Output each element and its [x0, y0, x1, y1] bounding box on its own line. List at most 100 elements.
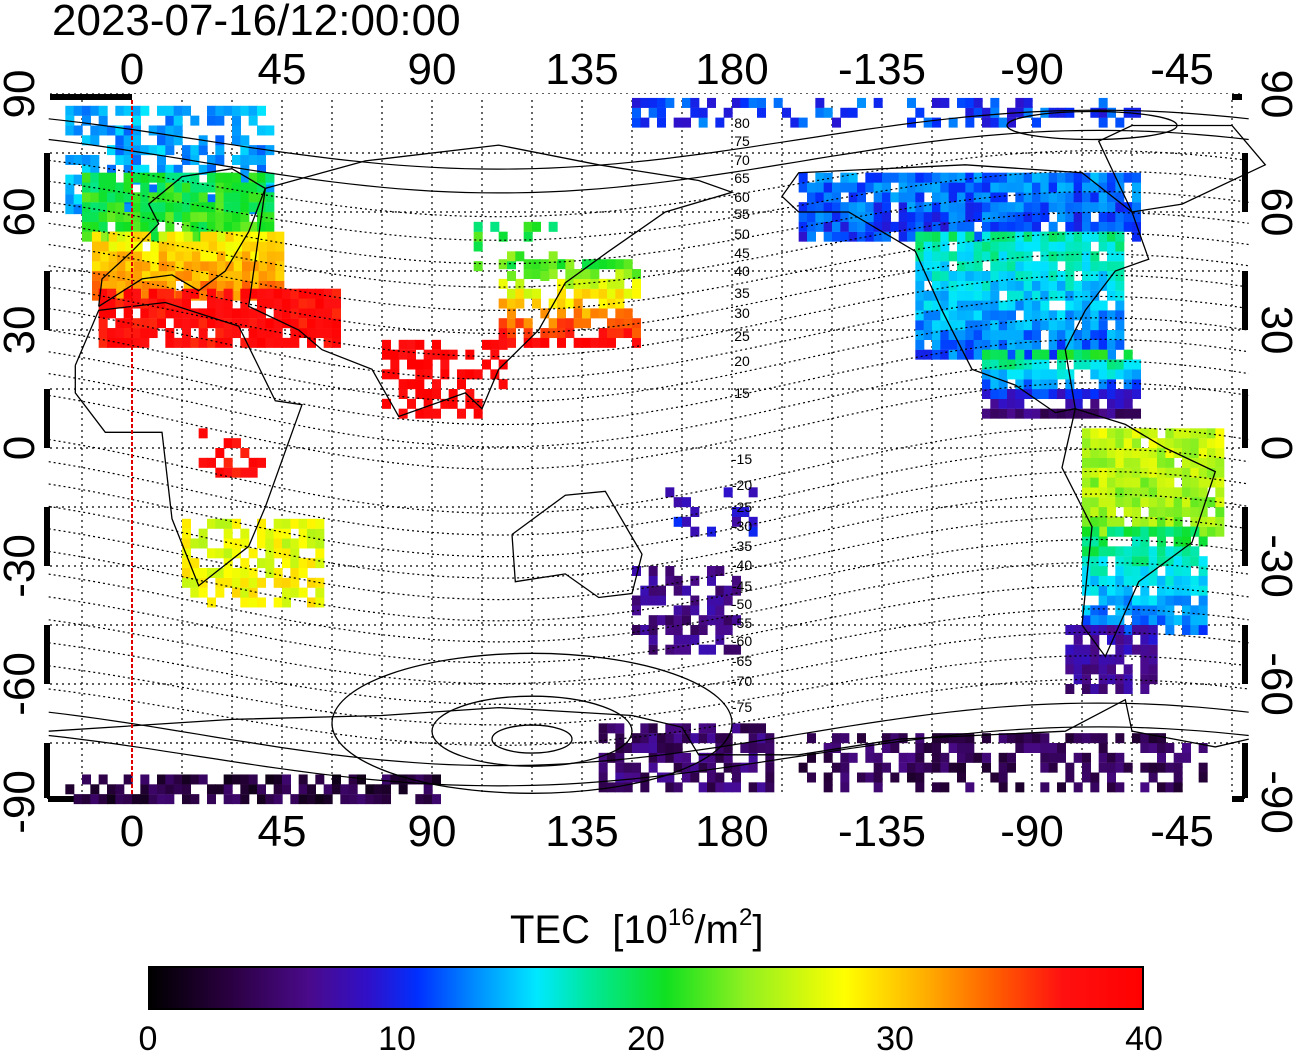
tec-cell: [382, 398, 391, 409]
tec-cell: [175, 231, 185, 242]
tec-cell: [215, 182, 225, 193]
tec-cell: [173, 202, 183, 213]
tec-cell: [998, 733, 1008, 744]
tec-cell: [208, 231, 218, 242]
tec-cell: [215, 298, 225, 309]
tec-cell: [223, 202, 233, 213]
tec-cell: [915, 330, 925, 340]
tec-cell: [915, 251, 925, 262]
tec-cell: [690, 595, 700, 606]
tec-cell: [1082, 664, 1091, 675]
tec-cell: [217, 261, 226, 272]
tec-cell: [990, 369, 1000, 380]
tec-cell: [948, 182, 958, 193]
tec-cell: [965, 310, 975, 321]
axis-bar-gap: [232, 94, 332, 100]
tec-cell: [932, 330, 941, 340]
tec-cell: [1132, 221, 1141, 232]
tec-cell: [1048, 261, 1058, 272]
tec-cell: [148, 212, 158, 222]
tec-cell: [1123, 634, 1133, 645]
tec-cell: [132, 105, 141, 116]
tec-cell: [132, 115, 141, 126]
tec-cell: [940, 339, 950, 350]
tec-cell: [200, 231, 210, 242]
tec-cell: [1057, 408, 1066, 419]
tec-cell: [1123, 674, 1133, 685]
tec-cell: [682, 497, 691, 508]
tec-cell: [765, 772, 775, 783]
tec-cell: [1065, 221, 1075, 232]
tec-cell: [1107, 477, 1116, 488]
tec-cell: [632, 269, 641, 280]
tec-cell: [1107, 339, 1116, 350]
tec-cell: [1107, 546, 1116, 557]
tec-cell: [1132, 107, 1141, 118]
tec-cell: [1032, 310, 1041, 321]
tec-cell: [200, 261, 210, 272]
tec-cell: [1173, 536, 1183, 547]
tec-cell: [590, 337, 600, 348]
tec-cell: [1148, 595, 1158, 606]
tec-cell: [807, 733, 816, 744]
tec-cell: [990, 271, 1000, 281]
tec-cell: [265, 328, 275, 339]
tec-cell: [1040, 182, 1050, 193]
tec-cell: [98, 288, 108, 299]
tec-cell: [1098, 448, 1108, 458]
tec-cell: [948, 762, 958, 773]
tec-cell: [190, 192, 200, 203]
tec-cell: [932, 271, 941, 281]
tec-cell: [215, 105, 225, 116]
tec-cell: [682, 733, 691, 744]
tec-cell: [1073, 654, 1083, 665]
tec-cell: [1140, 733, 1150, 744]
tec-cell: [182, 172, 191, 183]
tec-cell: [557, 337, 566, 348]
tec-cell: [140, 212, 150, 222]
tec-cell: [965, 182, 975, 193]
tec-cell: [982, 290, 991, 301]
tec-cell: [1107, 202, 1116, 213]
tec-cell: [223, 288, 233, 299]
tec-cell: [207, 457, 216, 468]
tec-cell: [1148, 546, 1158, 557]
tec-cell: [307, 328, 316, 339]
tec-cell: [265, 337, 275, 348]
tec-cell: [932, 752, 941, 763]
tec-cell: [515, 288, 525, 299]
tec-cell: [1040, 290, 1050, 301]
tec-cell: [1057, 369, 1066, 380]
tec-cell: [248, 328, 258, 339]
tec-cell: [640, 595, 650, 606]
tec-cell: [1048, 752, 1058, 763]
tec-cell: [665, 97, 675, 108]
tec-cell: [1082, 300, 1091, 311]
tec-cell: [1098, 231, 1108, 242]
tec-cell: [132, 337, 141, 348]
tec-cell: [225, 261, 235, 272]
tec-cell: [707, 723, 716, 734]
tec-cell: [1082, 752, 1091, 763]
tec-cell: [1107, 251, 1116, 262]
tec-cell: [117, 290, 126, 301]
tec-cell: [1023, 408, 1033, 419]
contour-label: 40: [734, 263, 750, 279]
tec-cell: [1148, 448, 1158, 458]
tec-cell: [182, 328, 191, 339]
axis-bar-gap: [44, 684, 50, 743]
tec-cell: [173, 125, 183, 136]
tec-cell: [1090, 448, 1100, 458]
tec-cell: [1007, 339, 1016, 350]
tec-cell: [240, 212, 250, 222]
tec-cell: [815, 97, 825, 108]
tec-cell: [940, 290, 950, 301]
tec-cell: [1198, 595, 1208, 606]
tec-cell: [965, 172, 975, 183]
tec-cell: [315, 548, 325, 559]
tec-cell: [798, 212, 808, 222]
tec-cell: [1115, 300, 1125, 311]
tec-cell: [915, 221, 925, 232]
tec-cell: [1107, 107, 1116, 118]
tec-cell: [707, 733, 716, 744]
